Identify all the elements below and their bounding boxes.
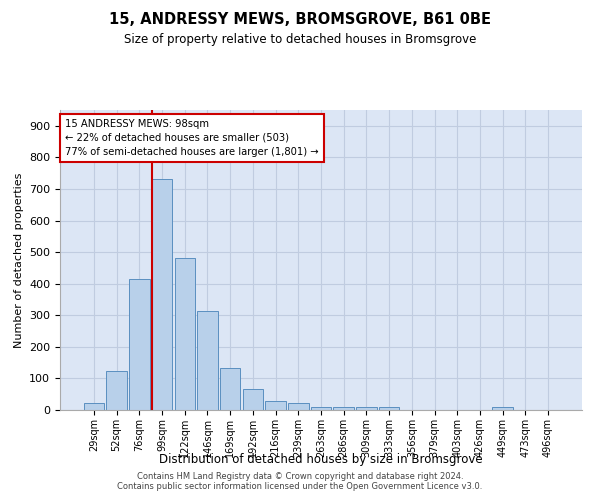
Text: Contains HM Land Registry data © Crown copyright and database right 2024.: Contains HM Land Registry data © Crown c… [137,472,463,481]
Bar [311,407,331,410]
Bar [242,390,263,410]
Text: Contains public sector information licensed under the Open Government Licence v3: Contains public sector information licen… [118,482,482,491]
Bar [175,258,195,410]
Text: Distribution of detached houses by size in Bromsgrove: Distribution of detached houses by size … [159,452,483,466]
Text: 15 ANDRESSY MEWS: 98sqm
← 22% of detached houses are smaller (503)
77% of semi-d: 15 ANDRESSY MEWS: 98sqm ← 22% of detache… [65,119,319,157]
Text: 15, ANDRESSY MEWS, BROMSGROVE, B61 0BE: 15, ANDRESSY MEWS, BROMSGROVE, B61 0BE [109,12,491,28]
Bar [379,408,400,410]
Bar [334,408,354,410]
Bar [129,279,149,410]
Bar [493,407,513,410]
Bar [197,310,218,410]
Bar [356,408,377,410]
Bar [265,401,286,410]
Bar [220,368,241,410]
Bar [106,372,127,410]
Text: Size of property relative to detached houses in Bromsgrove: Size of property relative to detached ho… [124,32,476,46]
Y-axis label: Number of detached properties: Number of detached properties [14,172,23,348]
Bar [84,403,104,410]
Bar [288,403,308,410]
Bar [152,178,172,410]
